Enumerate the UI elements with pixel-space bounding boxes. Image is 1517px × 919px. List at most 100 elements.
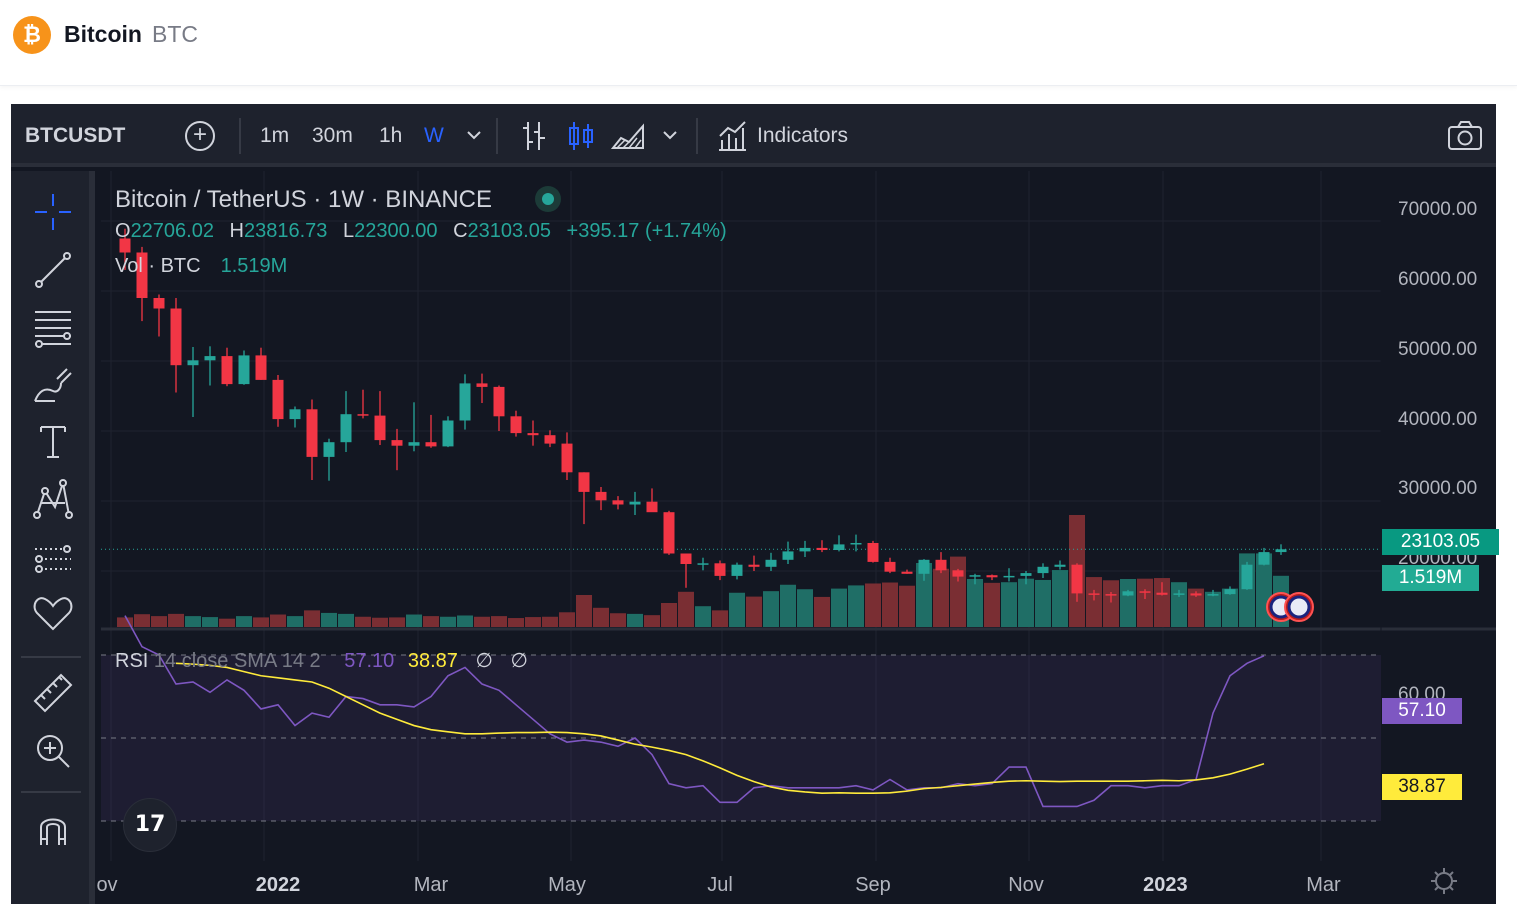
candle-body <box>476 383 488 387</box>
sma-value-tag: 38.87 <box>1382 774 1462 800</box>
candle-body <box>306 409 318 457</box>
interval-1m-button[interactable]: 1m <box>260 124 290 147</box>
candle-body <box>1224 589 1236 595</box>
volume-bar <box>236 616 252 627</box>
interval-1h-button[interactable]: 1h <box>379 124 403 147</box>
volume-bar <box>712 610 728 627</box>
interval-w-button[interactable]: W <box>424 124 444 147</box>
candle-body <box>816 547 828 550</box>
camera-icon[interactable] <box>1447 120 1483 152</box>
candle-body <box>459 383 471 421</box>
us-flag-icon <box>1287 595 1311 619</box>
volume-bar <box>933 568 949 627</box>
volume-bar <box>440 616 456 627</box>
candle-body <box>1071 564 1083 594</box>
indicators-button[interactable]: Indicators <box>757 124 849 147</box>
trend-line-icon[interactable] <box>31 248 75 292</box>
volume-bar <box>1188 588 1204 627</box>
zoom-in-icon[interactable] <box>31 729 75 773</box>
candle-body <box>493 386 505 417</box>
candle-body <box>782 551 794 560</box>
volume-bar <box>168 613 184 627</box>
chart-type-chevron-down-icon[interactable] <box>659 118 681 152</box>
volume-bar <box>423 616 439 627</box>
crosshair-icon[interactable] <box>31 190 75 234</box>
ruler-icon[interactable] <box>31 671 75 715</box>
candle-body <box>850 543 862 545</box>
volume-bar <box>967 579 983 627</box>
pattern-icon[interactable] <box>31 477 75 521</box>
symbol-search-button[interactable]: BTCUSDT <box>25 124 126 147</box>
candle-body <box>629 501 641 505</box>
price-axis-label: 40000.00 <box>1398 409 1478 430</box>
compare-symbol-button[interactable]: + <box>185 121 215 151</box>
bars-chart-icon[interactable] <box>519 118 549 154</box>
candle-body <box>1037 566 1049 574</box>
volume-bar <box>950 556 966 627</box>
candle-body <box>153 298 165 309</box>
na-value: ∅ <box>475 650 493 672</box>
gear-icon[interactable] <box>1429 866 1459 896</box>
candle-body <box>442 420 454 447</box>
high-label: H <box>229 220 244 242</box>
volume-bar <box>1154 578 1170 627</box>
candle-body <box>391 440 403 446</box>
volume-bar <box>389 617 405 627</box>
candle-body <box>884 561 896 572</box>
candle-body <box>918 559 930 574</box>
volume-bar <box>882 582 898 627</box>
fib-retracement-icon[interactable] <box>31 304 75 348</box>
candle-body <box>901 571 913 574</box>
tradingview-logo[interactable]: 17 <box>123 798 177 852</box>
time-axis-label: Mar <box>413 874 449 896</box>
candle-body <box>765 559 777 567</box>
time-axis-label: 2022 <box>255 874 301 896</box>
candle-body <box>1105 594 1117 596</box>
heart-icon[interactable] <box>31 591 75 635</box>
rsi-legend: RSI 14 close SMA 14 2 57.10 38.87 ∅ ∅ <box>115 648 528 673</box>
candle-body <box>221 356 233 385</box>
volume-bar <box>814 596 830 627</box>
candle-body <box>136 252 148 298</box>
candle-body <box>697 563 709 565</box>
candle-body <box>357 414 369 416</box>
time-axis-label: Nov <box>1008 874 1044 896</box>
volume-bar <box>491 616 507 627</box>
volume-bar <box>797 589 813 627</box>
volume-value: 1.519M <box>220 255 288 277</box>
volume-label: Vol · BTC <box>115 255 201 277</box>
bitcoin-logo-icon: ₿ <box>13 16 51 54</box>
time-axis-label: Mar <box>1306 874 1341 896</box>
rsi-sma-line <box>175 662 1265 794</box>
candle-body <box>272 379 284 420</box>
forecast-icon[interactable] <box>31 537 75 581</box>
interval-dropdown-chevron-down-icon[interactable] <box>463 118 485 152</box>
volume-bar <box>1137 578 1153 627</box>
candle-body <box>952 570 964 577</box>
volume-tag: 1.519M <box>1382 565 1479 591</box>
price-axis-label: 70000.00 <box>1398 199 1478 220</box>
interval-30m-button[interactable]: 30m <box>312 124 353 147</box>
candles-chart-icon[interactable] <box>566 118 596 154</box>
candle-body <box>1207 594 1219 596</box>
toolbar-divider <box>496 118 498 154</box>
magnet-icon[interactable] <box>31 807 75 851</box>
chart-canvas[interactable] <box>101 171 1496 904</box>
candle-body <box>527 433 539 436</box>
price-axis-label: 30000.00 <box>1398 478 1478 499</box>
text-tool-icon[interactable] <box>31 419 75 463</box>
candle-body <box>1258 552 1270 565</box>
volume-bar <box>202 617 218 627</box>
brush-icon[interactable] <box>31 363 75 407</box>
candle-body <box>1088 593 1100 595</box>
indicators-icon[interactable] <box>716 118 748 154</box>
coin-name: Bitcoin <box>64 21 142 47</box>
candle-body <box>289 409 301 420</box>
volume-bar <box>576 595 592 627</box>
candle-body <box>238 355 250 385</box>
chart-area[interactable]: Bitcoin / TetherUS · 1W · BINANCE O22706… <box>96 171 1499 904</box>
volume-bar <box>304 610 320 627</box>
volume-bar <box>644 615 660 627</box>
page-header: ₿ Bitcoin BTC <box>0 0 1517 86</box>
area-chart-icon[interactable] <box>611 118 645 154</box>
